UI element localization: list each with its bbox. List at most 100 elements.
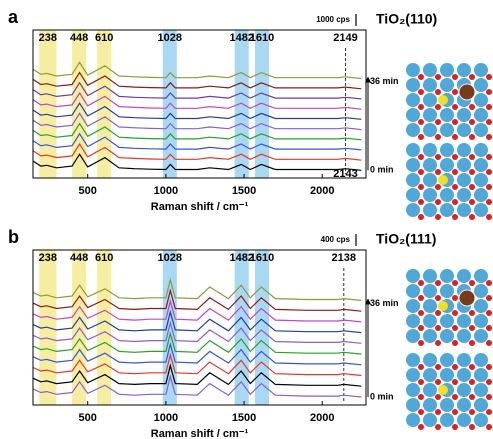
o-atom: [452, 364, 458, 370]
o-atom: [469, 280, 475, 286]
o-atom: [435, 394, 441, 400]
ti-atom: [440, 203, 454, 217]
ti-atom: [474, 108, 488, 122]
x-tick-label: 2000: [310, 185, 334, 197]
ti-atom: [474, 188, 488, 202]
o-atom: [469, 310, 475, 316]
ti-atom: [474, 63, 488, 77]
ti-atom: [440, 108, 454, 122]
ti-atom: [423, 314, 437, 328]
o-atom: [469, 364, 475, 370]
o-atom: [486, 74, 492, 80]
ti-atom: [457, 203, 471, 217]
ti-atom: [406, 93, 420, 107]
peak-label: 1610: [250, 32, 274, 44]
ti-atom: [423, 329, 437, 343]
o-atom: [418, 119, 424, 125]
ti-atom: [474, 269, 488, 283]
spectrum: [32, 91, 362, 110]
o-atom: [452, 154, 458, 160]
ti-atom: [474, 353, 488, 367]
ti-atom: [474, 203, 488, 217]
x-axis-label: Raman shift / cm⁻¹: [151, 201, 249, 213]
ti-atom: [406, 123, 420, 137]
spectrum: [32, 309, 362, 334]
spectrum: [32, 288, 362, 312]
ti-atom: [440, 314, 454, 328]
o-atom: [452, 325, 458, 331]
x-tick-label: 1000: [154, 412, 178, 424]
ti-atom: [423, 143, 437, 157]
spectrum: [32, 277, 362, 301]
ti-atom: [457, 123, 471, 137]
ti-atom: [440, 188, 454, 202]
crystal-structure: [406, 269, 492, 346]
plot-frame: [32, 29, 367, 179]
dopant-atom: [438, 95, 448, 105]
ti-atom: [423, 63, 437, 77]
o-atom: [486, 364, 492, 370]
o-atom: [469, 379, 475, 385]
o-atom: [435, 325, 441, 331]
o-atom: [486, 119, 492, 125]
ti-atom: [457, 269, 471, 283]
time-start-label: 0 min: [370, 391, 394, 401]
peak-label: 1028: [158, 32, 182, 44]
o-atom: [486, 310, 492, 316]
ti-atom: [457, 413, 471, 427]
spectrum: [32, 71, 362, 90]
o-atom: [486, 199, 492, 205]
o-atom: [452, 89, 458, 95]
o-atom: [418, 340, 424, 346]
o-atom: [452, 199, 458, 205]
ti-atom: [423, 78, 437, 92]
crystal-structure: [406, 143, 492, 220]
ti-atom: [457, 108, 471, 122]
time-end-label: 36 min: [370, 76, 399, 86]
x-tick-label: 1500: [232, 412, 256, 424]
spectrum: [32, 352, 362, 377]
o-atom: [486, 394, 492, 400]
o-atom: [486, 379, 492, 385]
plot-frame: [32, 249, 367, 406]
ti-atom: [440, 368, 454, 382]
o-atom: [452, 394, 458, 400]
peak-label: 1610: [250, 252, 274, 264]
spectrum: [32, 102, 362, 120]
o-atom: [486, 409, 492, 415]
ti-atom: [406, 78, 420, 92]
x-tick-label: 1000: [154, 185, 178, 197]
o-atom: [469, 394, 475, 400]
o-atom: [435, 295, 441, 301]
o-atom: [452, 184, 458, 190]
ti-atom: [474, 284, 488, 298]
ti-atom: [457, 329, 471, 343]
scale-bar-label: 1000 cps: [316, 15, 350, 24]
ti-atom: [423, 203, 437, 217]
ti-atom: [457, 368, 471, 382]
o-atom: [486, 295, 492, 301]
peak-label: 1482: [229, 252, 253, 264]
spectrum: [32, 142, 362, 161]
ti-atom: [423, 299, 437, 313]
o-atom: [418, 154, 424, 160]
spectrum: [32, 61, 362, 80]
o-atom: [486, 340, 492, 346]
ti-atom: [440, 143, 454, 157]
spectrum: [32, 132, 362, 151]
ti-atom: [423, 173, 437, 187]
o-atom: [418, 280, 424, 286]
ti-atom: [423, 353, 437, 367]
o-atom: [452, 424, 458, 430]
ti-atom: [474, 398, 488, 412]
o-atom: [469, 199, 475, 205]
dashed-lower-label: 2143: [333, 168, 357, 180]
adsorbate: [458, 289, 476, 307]
x-axis-label: Raman shift / cm⁻¹: [151, 428, 249, 439]
o-atom: [469, 340, 475, 346]
o-atom: [418, 310, 424, 316]
peak-label: 610: [95, 32, 113, 44]
o-atom: [452, 280, 458, 286]
o-atom: [469, 134, 475, 140]
